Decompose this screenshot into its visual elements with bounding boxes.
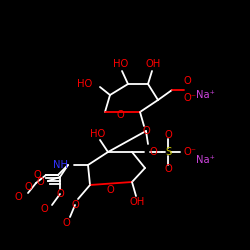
Text: O: O xyxy=(183,76,191,86)
Text: HO: HO xyxy=(90,129,106,139)
Text: O: O xyxy=(14,192,22,202)
Text: O: O xyxy=(116,110,124,120)
Text: O: O xyxy=(33,170,41,180)
Text: O: O xyxy=(62,218,70,228)
Text: O: O xyxy=(40,204,48,214)
Text: O: O xyxy=(56,189,64,199)
Text: OH: OH xyxy=(146,59,160,69)
Text: OH: OH xyxy=(130,197,144,207)
Text: Na⁺: Na⁺ xyxy=(196,155,215,165)
Text: Na⁺: Na⁺ xyxy=(196,90,215,100)
Text: O: O xyxy=(24,182,32,192)
Text: O: O xyxy=(164,130,172,140)
Text: O: O xyxy=(164,164,172,174)
Text: NH: NH xyxy=(53,160,68,170)
Text: S: S xyxy=(165,147,171,157)
Text: O: O xyxy=(150,147,158,157)
Text: O⁻: O⁻ xyxy=(184,93,197,103)
Text: O: O xyxy=(71,200,79,210)
Text: O: O xyxy=(36,177,44,187)
Text: O: O xyxy=(106,185,114,195)
Text: O⁻: O⁻ xyxy=(184,147,197,157)
Text: O: O xyxy=(142,126,150,136)
Text: HO: HO xyxy=(114,59,128,69)
Text: HO: HO xyxy=(77,79,92,89)
